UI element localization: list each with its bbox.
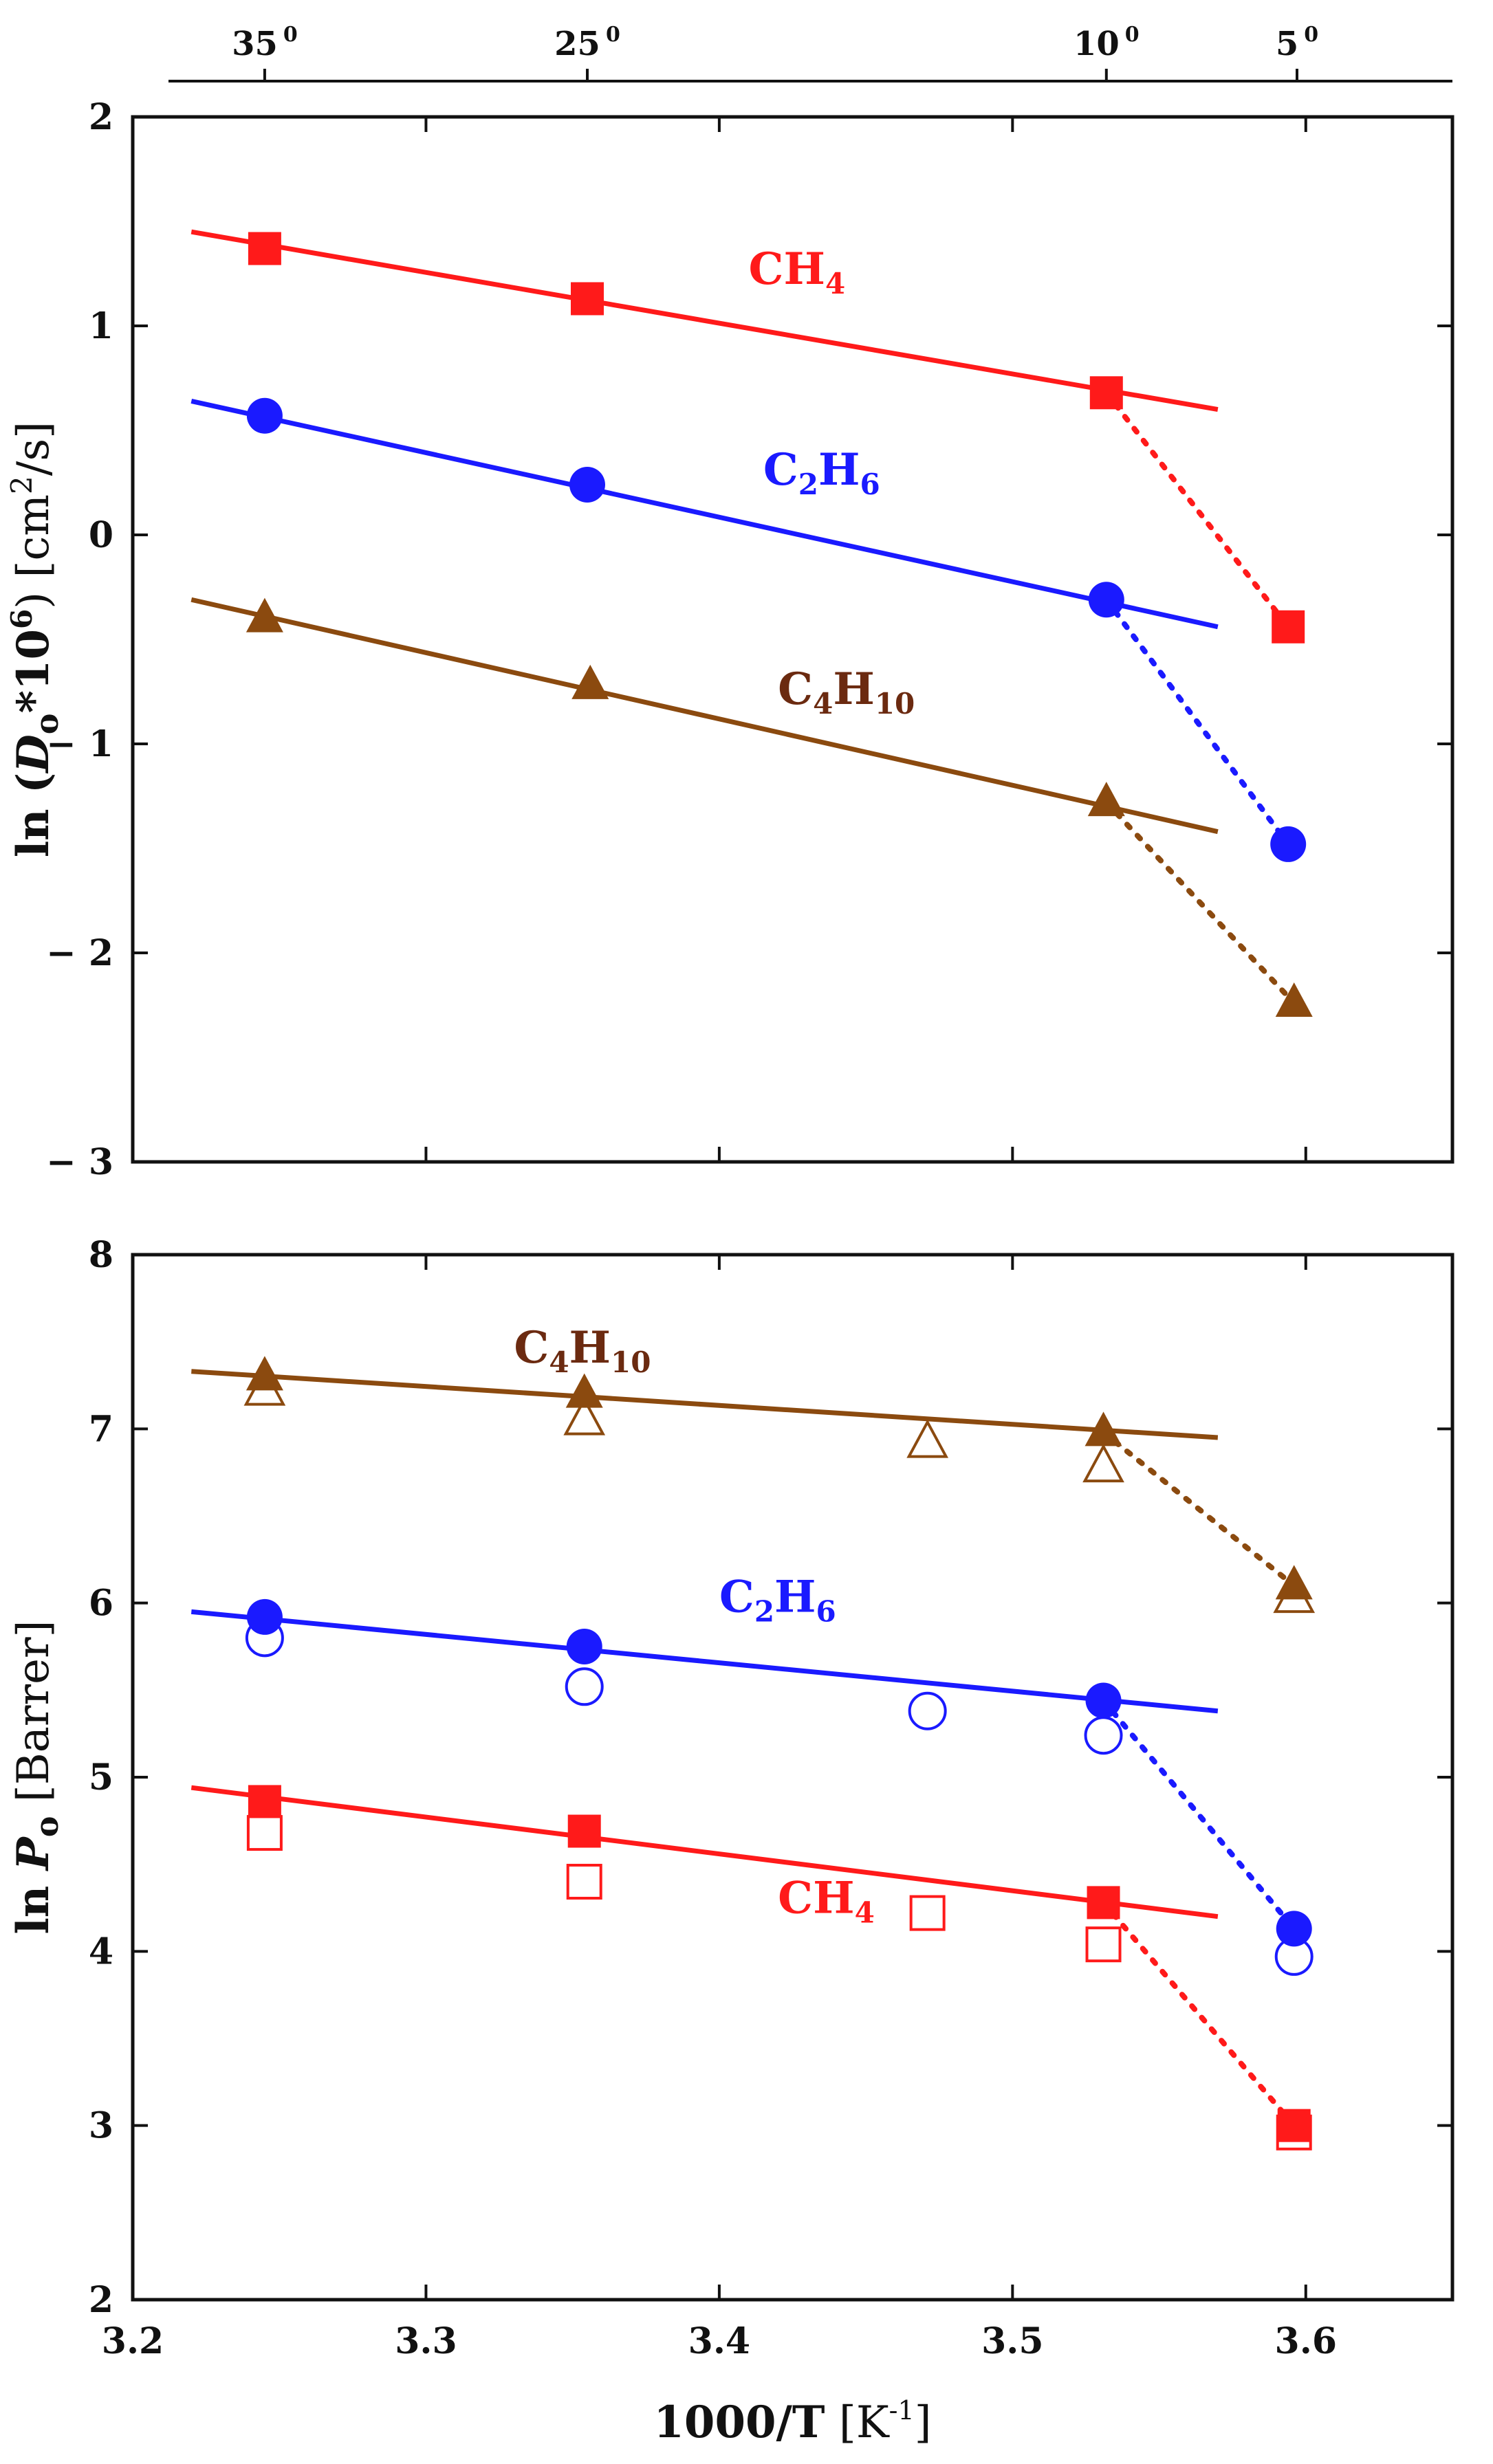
dotted-extension [1103, 800, 1297, 1006]
series-CH4: CH4 [190, 1785, 1312, 2150]
fit-line [190, 229, 1219, 412]
data-point [1275, 982, 1313, 1017]
top-axis-label: 25 0 [554, 23, 620, 63]
y-tick-label: 0 [89, 514, 113, 556]
data-point [570, 282, 604, 316]
open-marker [909, 1895, 946, 1931]
data-point [1276, 1911, 1312, 1947]
dotted-extension [1103, 597, 1292, 847]
bottom-panel: 3.2 3.3 3.4 3.5 3.6 2 3 4 5 6 7 8 C4H10 C2H6 CH4 ln Po … [8, 1234, 1454, 2448]
data-point [1087, 782, 1125, 817]
y-tick-label: − 2 [46, 932, 113, 974]
open-marker [563, 1396, 606, 1436]
data-point [571, 664, 609, 699]
y-tick-label: 3 [89, 2105, 113, 2147]
open-marker [246, 1815, 283, 1851]
data-point [1088, 582, 1124, 618]
series-label: C2H6 [719, 1571, 836, 1628]
y-tick-label: − 1 [46, 723, 113, 765]
y-tick-label: 4 [89, 1930, 113, 1972]
top-axis-label: 10 0 [1074, 23, 1140, 63]
data-point [567, 1814, 601, 1848]
data-point [246, 397, 283, 434]
x-tick-label: 3.5 [981, 2320, 1043, 2362]
plot-frame [131, 115, 1454, 1164]
data-point [246, 597, 283, 632]
fit-line [191, 1369, 1219, 1440]
fit-line [190, 1609, 1219, 1714]
series-label: CH4 [778, 1873, 875, 1930]
open-marker [1082, 1443, 1124, 1483]
open-marker [565, 1667, 604, 1706]
series-C2H6: C2H6 [190, 397, 1307, 862]
data-point [1089, 376, 1123, 410]
x-axis-title: 1000/T [K-1] [653, 2395, 931, 2448]
data-point [246, 1356, 283, 1391]
y-tick-label: 5 [89, 1757, 113, 1798]
series-label: CH4 [749, 243, 846, 300]
y-tick-label: 6 [89, 1583, 113, 1625]
series-C2H6: C2H6 [190, 1571, 1314, 1976]
dotted-extension [1100, 1900, 1297, 2128]
y-axis-title: ln Po [Barrer] [8, 1620, 65, 1934]
y-tick-label: 1 [89, 305, 113, 347]
series-CH4: CH4 [190, 229, 1305, 644]
open-marker [1084, 1716, 1123, 1755]
dotted-extension [1100, 1697, 1297, 1932]
dotted-extension [1100, 1429, 1297, 1589]
x-tick-label: 3.2 [102, 2320, 164, 2362]
y-tick-label: 8 [89, 1234, 113, 1276]
series-label: C2H6 [763, 444, 880, 501]
data-point [1085, 1682, 1122, 1719]
top-panel: − 3 − 2 − 1 0 1 2 CH4 C2H6 C4H10 ln (Do*106) [cm2… [5, 23, 1454, 1183]
y-tick-label: 2 [89, 96, 113, 138]
open-marker [1085, 1926, 1122, 1963]
data-point [1085, 1411, 1122, 1446]
data-point [1270, 826, 1307, 862]
dotted-extension [1103, 390, 1292, 630]
open-marker [908, 1691, 947, 1730]
fit-line [190, 1785, 1219, 1920]
data-point [1087, 1886, 1120, 1920]
data-point [1277, 2109, 1311, 2142]
y-axis-title: ln (Do*106) [cm2/s] [5, 421, 65, 857]
y-tick-label: − 3 [46, 1141, 113, 1183]
open-marker [566, 1864, 602, 1900]
x-tick-label: 3.3 [395, 2320, 457, 2362]
data-point [569, 467, 605, 503]
x-tick-label: 3.6 [1275, 2320, 1337, 2362]
data-point [1275, 1565, 1313, 1600]
y-tick-label: 2 [89, 2279, 113, 2321]
series-C4H10: C4H10 [190, 597, 1313, 1017]
data-point [246, 1598, 283, 1635]
data-point [1272, 610, 1305, 644]
data-point [565, 1373, 603, 1408]
fit-line [190, 399, 1219, 630]
series-label: C4H10 [514, 1322, 651, 1379]
data-point [248, 1785, 281, 1818]
y-tick-label: 7 [89, 1408, 113, 1450]
x-tick-label: 3.4 [688, 2320, 750, 2362]
open-marker [906, 1419, 949, 1458]
data-point [566, 1629, 602, 1664]
series-C4H10: C4H10 [191, 1322, 1316, 1614]
fit-line [190, 597, 1219, 835]
series-label: C4H10 [778, 663, 915, 720]
data-point [248, 232, 281, 265]
top-axis-label: 35 0 [232, 23, 298, 63]
